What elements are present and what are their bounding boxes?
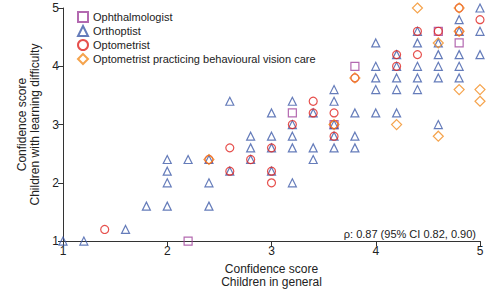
svg-text:3: 3 [268,244,275,258]
svg-text:Children in general: Children in general [221,275,322,289]
svg-text:Children with learning difficu: Children with learning difficulty [28,44,42,206]
svg-text:ρ: 0.87 (95% CI 0.82, 0.90): ρ: 0.87 (95% CI 0.82, 0.90) [344,228,476,240]
svg-text:1: 1 [60,244,67,258]
svg-text:Optometrist: Optometrist [93,39,150,51]
svg-text:4: 4 [52,59,59,73]
svg-text:1: 1 [52,234,59,248]
svg-text:Confidence score: Confidence score [225,262,319,276]
svg-text:2: 2 [52,176,59,190]
svg-text:Orthoptist: Orthoptist [93,25,141,37]
svg-text:5: 5 [477,244,484,258]
svg-text:Optometrist practicing behavio: Optometrist practicing behavioural visio… [93,53,316,65]
svg-text:2: 2 [164,244,171,258]
svg-text:Confidence score: Confidence score [15,78,29,172]
svg-text:5: 5 [52,1,59,15]
svg-text:3: 3 [52,118,59,132]
svg-text:Ophthalmologist: Ophthalmologist [93,11,173,23]
svg-text:4: 4 [372,244,379,258]
